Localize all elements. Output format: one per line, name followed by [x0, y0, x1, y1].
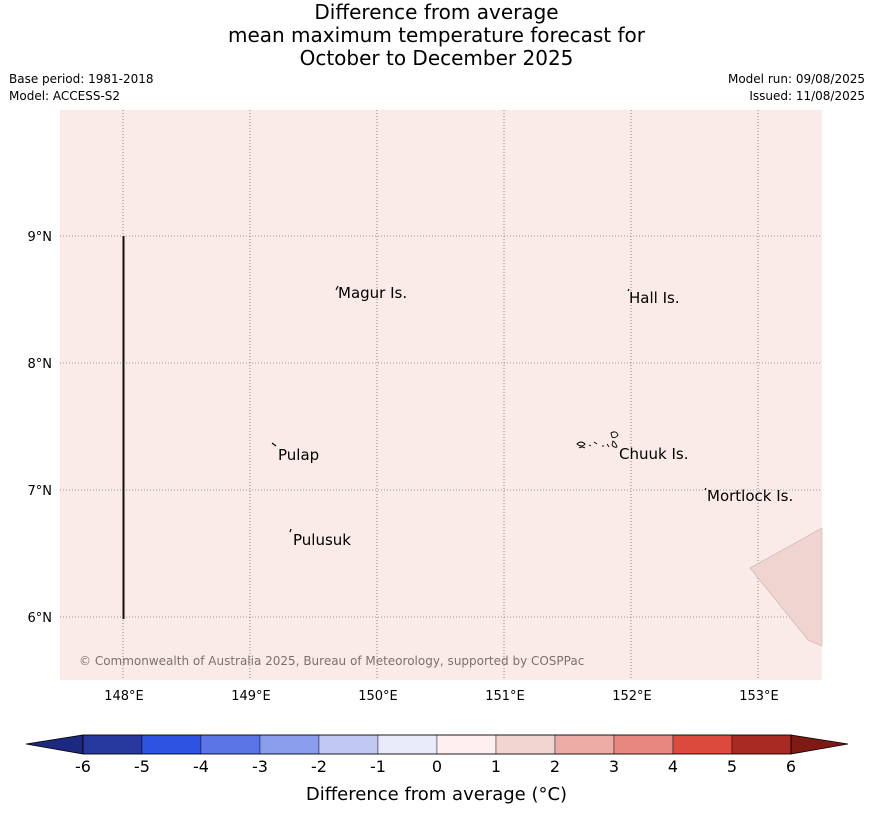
lat-tick-8n: 8°N — [28, 357, 53, 372]
colorbar-segment — [731, 734, 792, 755]
pulusuk-island-mark — [289, 528, 292, 533]
colorbar-segment — [613, 734, 674, 755]
base-period-text: Base period: 1981-2018 — [9, 72, 154, 86]
magur-island-mark — [335, 285, 339, 291]
colorbar-tick-label: 0 — [432, 757, 442, 775]
place-label-mortlock: Mortlock Is. — [707, 487, 793, 505]
title-line-2: mean maximum temperature forecast for — [227, 23, 645, 47]
colorbar-tick-label: -6 — [75, 757, 91, 775]
colorbar-outline — [82, 734, 792, 755]
colorbar-over-arrow — [790, 734, 849, 755]
colorbar-segment — [554, 734, 615, 755]
colorbar-segment — [141, 734, 202, 755]
lon-tick-153: 153°E — [739, 689, 779, 704]
colorbar-segment — [672, 734, 733, 755]
colorbar-tick-label: 6 — [786, 757, 796, 775]
colorbar-tick-label: -3 — [252, 757, 268, 775]
colorbar-segment — [82, 734, 143, 755]
colorbar-tick-label: 2 — [550, 757, 560, 775]
title-line-3: October to December 2025 — [299, 46, 574, 70]
place-label-hall: Hall Is. — [629, 289, 680, 307]
colorbar-tick-label: 5 — [727, 757, 737, 775]
colorbar-segment — [436, 734, 497, 755]
title-line-1: Difference from average — [314, 0, 559, 24]
place-label-pulusuk: Pulusuk — [293, 531, 351, 549]
hall-island-mark — [627, 288, 630, 292]
colorbar-segment — [377, 734, 438, 755]
lat-tick-6n: 6°N — [28, 611, 53, 626]
mortlock-island-mark — [704, 487, 707, 491]
colorbar-axis-label: Difference from average (°C) — [305, 784, 568, 805]
islands — [271, 285, 707, 533]
colorbar-tick-label: 3 — [609, 757, 619, 775]
place-label-chuuk: Chuuk Is. — [619, 445, 688, 463]
colorbar-tick-label: -2 — [311, 757, 327, 775]
colorbar-segment — [200, 734, 261, 755]
map-background — [60, 110, 822, 680]
gridlines — [60, 110, 822, 680]
colorbar-segment — [259, 734, 320, 755]
issued-text: Issued: 11/08/2025 — [749, 89, 865, 103]
copyright-text: © Commonwealth of Australia 2025, Bureau… — [79, 654, 584, 668]
lon-tick-151: 151°E — [485, 689, 525, 704]
lat-tick-9n: 9°N — [28, 230, 53, 245]
lon-tick-148: 148°E — [104, 689, 144, 704]
model-run-text: Model run: 09/08/2025 — [727, 72, 865, 86]
colorbar-segment — [495, 734, 556, 755]
colorbar-segment — [318, 734, 379, 755]
warm-anomaly-area — [749, 527, 823, 647]
pulap-island-mark — [271, 442, 277, 447]
map: Magur Is. Hall Is. Pulap Chuuk Is. Mortl… — [28, 110, 823, 704]
lon-tick-152: 152°E — [612, 689, 652, 704]
lon-tick-149: 149°E — [231, 689, 271, 704]
lat-tick-7n: 7°N — [28, 484, 53, 499]
place-label-magur: Magur Is. — [338, 284, 407, 302]
place-label-pulap: Pulap — [278, 446, 319, 464]
model-text: Model: ACCESS-S2 — [9, 89, 121, 103]
colorbar-tick-label: -1 — [370, 757, 386, 775]
colorbar-segments — [82, 734, 792, 755]
colorbar-ticks: -6 -5 -4 -3 -2 -1 0 1 2 3 4 5 6 — [75, 757, 796, 775]
colorbar-tick-label: 1 — [491, 757, 501, 775]
lon-tick-150: 150°E — [358, 689, 398, 704]
colorbar-under-arrow — [25, 734, 84, 755]
colorbar-tick-label: -4 — [193, 757, 209, 775]
colorbar-tick-label: -5 — [134, 757, 150, 775]
colorbar: -6 -5 -4 -3 -2 -1 0 1 2 3 4 5 6 — [25, 734, 849, 775]
colorbar-tick-label: 4 — [668, 757, 678, 775]
chuuk-islands-mark — [576, 431, 619, 449]
